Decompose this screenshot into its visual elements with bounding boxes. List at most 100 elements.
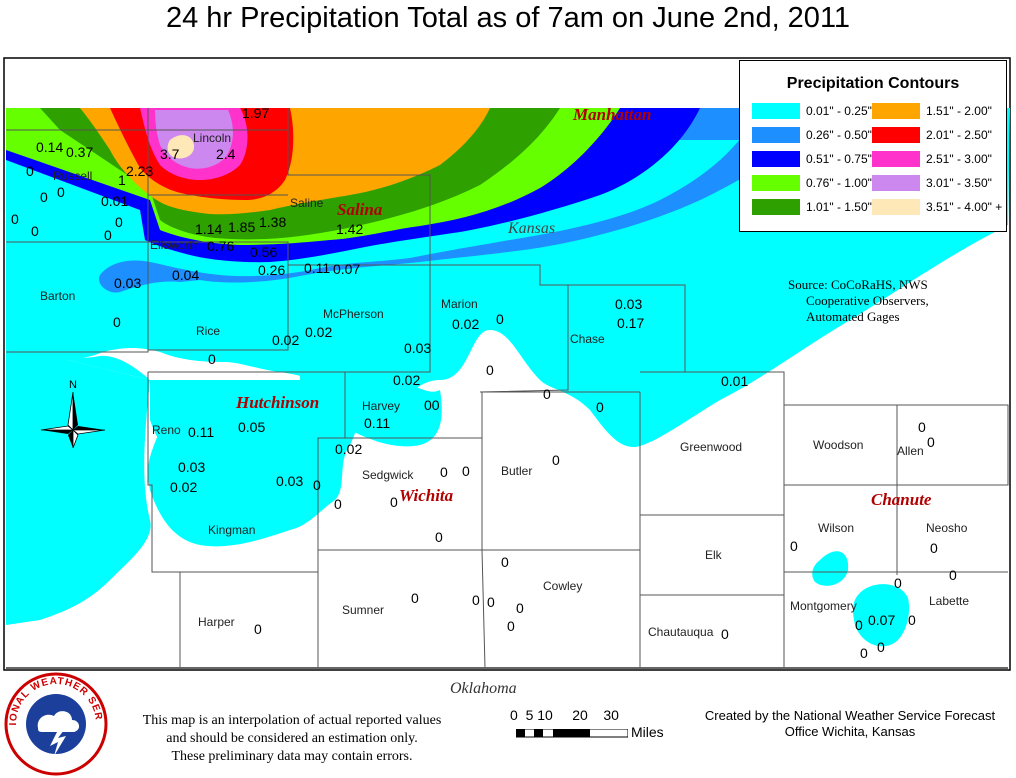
obs-value: 2.23 bbox=[126, 163, 153, 179]
city-labels: Manhattan Salina Hutchinson Wichita Chan… bbox=[235, 105, 932, 509]
legend-swatch bbox=[872, 127, 920, 143]
county-label: Butler bbox=[501, 464, 532, 478]
obs-value: 0.01 bbox=[721, 373, 748, 389]
county-boundaries bbox=[6, 108, 1009, 669]
county-label: Sumner bbox=[342, 603, 384, 617]
obs-value: 0.14 bbox=[36, 139, 63, 155]
county-label: Harvey bbox=[362, 399, 400, 413]
svg-text:0: 0 bbox=[721, 626, 729, 642]
obs-value: 3.7 bbox=[160, 146, 180, 162]
svg-text:0: 0 bbox=[507, 618, 515, 634]
svg-text:0: 0 bbox=[334, 496, 342, 512]
county-label: Lincoln bbox=[193, 131, 231, 145]
svg-text:00: 00 bbox=[424, 397, 440, 413]
obs-value: 0.02 bbox=[335, 441, 362, 457]
county-label: Woodson bbox=[813, 438, 863, 452]
county-label: Elk bbox=[705, 548, 723, 562]
legend-swatch bbox=[872, 103, 920, 119]
county-label: Montgomery bbox=[790, 599, 857, 613]
city-label: Hutchinson bbox=[235, 393, 319, 412]
svg-text:0: 0 bbox=[113, 314, 121, 330]
svg-text:0: 0 bbox=[487, 594, 495, 610]
county-label: Cowley bbox=[543, 579, 582, 593]
svg-text:0: 0 bbox=[927, 434, 935, 450]
obs-value: 0.26 bbox=[258, 262, 285, 278]
obs-value: 0.11 bbox=[188, 424, 214, 440]
county-labels: Russell Lincoln Saline Ellsworth Barton … bbox=[40, 131, 969, 639]
legend-label: 0.51" - 0.75" bbox=[806, 152, 872, 166]
scale-bar-graphic bbox=[516, 729, 628, 738]
scale-unit: Miles bbox=[631, 724, 664, 740]
county-label: McPherson bbox=[323, 307, 384, 321]
svg-text:0: 0 bbox=[462, 463, 470, 479]
obs-value: 0.76 bbox=[207, 238, 234, 254]
data-source: Source: CoCoRaHS, NWS Cooperative Observ… bbox=[788, 277, 929, 325]
obs-value: 0.05 bbox=[238, 419, 265, 435]
city-label: Manhattan bbox=[572, 105, 651, 124]
svg-text:0: 0 bbox=[11, 211, 19, 227]
svg-text:0: 0 bbox=[440, 464, 448, 480]
svg-text:0: 0 bbox=[496, 311, 504, 327]
disclaimer-line: This map is an interpolation of actual r… bbox=[142, 713, 442, 728]
svg-text:0: 0 bbox=[40, 189, 48, 205]
legend-label: 0.01" - 0.25" bbox=[806, 104, 872, 118]
county-label: Saline bbox=[290, 196, 324, 210]
svg-text:0: 0 bbox=[435, 529, 443, 545]
disclaimer-line: These preliminary data may contain error… bbox=[171, 749, 413, 764]
source-line: Automated Gages bbox=[806, 309, 900, 324]
state-label-oklahoma: Oklahoma bbox=[450, 680, 517, 697]
legend-swatch bbox=[752, 199, 800, 215]
svg-text:0: 0 bbox=[908, 612, 916, 628]
observation-values: 1.97 3.7 2.4 0.14 0.37 2.23 1 0.01 1.14 … bbox=[36, 105, 895, 628]
source-line: Source: CoCoRaHS, NWS bbox=[788, 277, 928, 292]
obs-value: 1.14 bbox=[195, 221, 222, 237]
disclaimer-line: and should be considered an estimation o… bbox=[166, 731, 418, 746]
svg-text:0: 0 bbox=[254, 621, 262, 637]
obs-value: 0.03 bbox=[114, 275, 141, 291]
obs-value: 0.02 bbox=[452, 316, 479, 332]
svg-text:0: 0 bbox=[918, 419, 926, 435]
county-label: Wilson bbox=[818, 521, 854, 535]
county-label: Sedgwick bbox=[362, 468, 414, 482]
svg-text:0: 0 bbox=[57, 184, 65, 200]
svg-text:0: 0 bbox=[472, 592, 480, 608]
obs-value: 0.01 bbox=[101, 193, 128, 209]
legend-label: 3.51" - 4.00" + bbox=[926, 200, 1003, 214]
county-label: Kingman bbox=[208, 523, 255, 537]
county-label: Reno bbox=[152, 423, 181, 437]
obs-value: 0.02 bbox=[393, 372, 420, 388]
svg-text:0: 0 bbox=[26, 163, 34, 179]
svg-text:0: 0 bbox=[552, 452, 560, 468]
svg-text:0: 0 bbox=[115, 214, 123, 230]
obs-value: 0.56 bbox=[250, 244, 277, 260]
county-label: Barton bbox=[40, 289, 75, 303]
state-label-kansas: Kansas bbox=[507, 220, 555, 237]
obs-value: 0.03 bbox=[276, 473, 303, 489]
obs-value: 0.02 bbox=[170, 479, 197, 495]
svg-text:0: 0 bbox=[486, 362, 494, 378]
obs-value: 0.07 bbox=[868, 612, 895, 628]
obs-value: 1.38 bbox=[259, 214, 286, 230]
obs-value: 2.4 bbox=[216, 146, 236, 162]
source-line: Cooperative Observers, bbox=[806, 293, 929, 308]
obs-value: 0.02 bbox=[272, 332, 299, 348]
legend: Precipitation Contours 0.01" - 0.25" 0.26… bbox=[739, 60, 1007, 232]
svg-text:0: 0 bbox=[543, 386, 551, 402]
legend-label: 2.51" - 3.00" bbox=[926, 152, 992, 166]
city-label: Wichita bbox=[399, 486, 454, 505]
legend-swatch bbox=[752, 151, 800, 167]
county-label: Greenwood bbox=[680, 440, 742, 454]
svg-text:0: 0 bbox=[31, 223, 39, 239]
svg-text:0: 0 bbox=[949, 567, 957, 583]
map-title: 24 hr Precipitation Total as of 7am on J… bbox=[165, 2, 851, 34]
county-label: Harper bbox=[198, 615, 235, 629]
svg-text:0: 0 bbox=[855, 617, 863, 633]
north-label: N bbox=[69, 379, 77, 391]
obs-value: 1.85 bbox=[228, 219, 255, 235]
city-label: Salina bbox=[337, 200, 383, 219]
nws-logo: NATIONAL WEATHER SERVICE bbox=[2, 670, 108, 776]
obs-value: 1 bbox=[118, 172, 126, 188]
county-label: Ellsworth bbox=[150, 238, 199, 252]
credit: Created by the National Weather Service … bbox=[690, 708, 1010, 740]
obs-value: 0.37 bbox=[66, 144, 93, 160]
